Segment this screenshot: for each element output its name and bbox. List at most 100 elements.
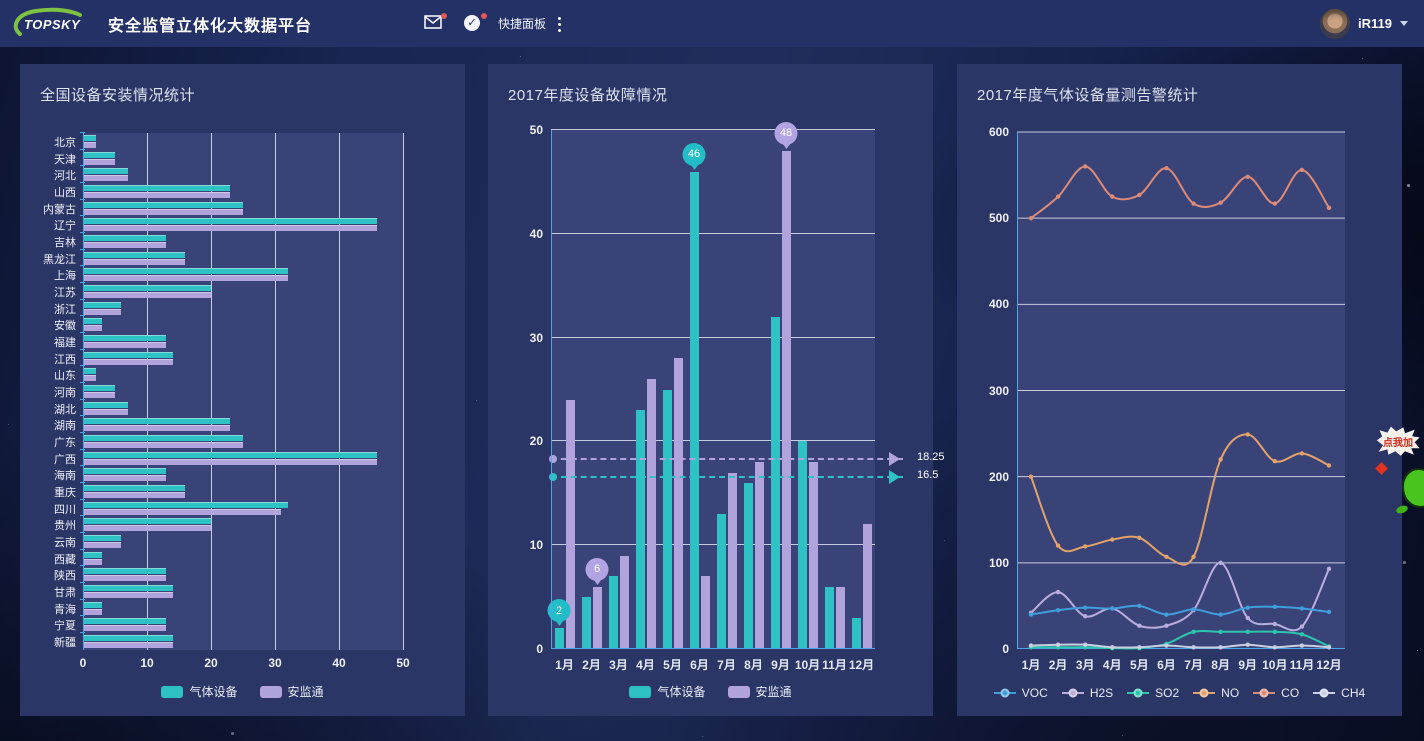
chart-title-install: 全国设备安装情况统计 xyxy=(40,87,196,104)
legend-item-气体设备[interactable]: 气体设备 xyxy=(161,683,238,700)
month-label: 3月 xyxy=(609,658,628,672)
month-label: 9月 xyxy=(771,658,790,672)
user-menu[interactable]: iR119 xyxy=(1320,8,1408,39)
page-title: 安全监管立体化大数据平台 xyxy=(108,17,313,35)
month-label: 7月 xyxy=(1184,658,1203,672)
average-line-label: 18.25 xyxy=(917,450,945,463)
province-row: 四川 xyxy=(54,498,403,517)
y-tick-label: 300 xyxy=(988,383,1009,398)
legend-item-安监通[interactable]: 安监通 xyxy=(259,683,324,700)
legend-item-CH4[interactable]: CH4 xyxy=(1313,686,1365,700)
legend-item-气体设备[interactable]: 气体设备 xyxy=(629,683,706,700)
bar-安监通 xyxy=(83,275,288,282)
kebab-menu-icon[interactable] xyxy=(558,17,562,20)
line-CO xyxy=(1030,165,1330,219)
topsky-logo[interactable]: TOPSKY xyxy=(10,7,88,41)
bar-安监通 xyxy=(83,175,128,182)
legend-item-NO[interactable]: NO xyxy=(1193,686,1239,700)
task-check-icon[interactable]: ✓ xyxy=(464,12,488,33)
month-group xyxy=(740,130,767,649)
bar-气体设备 xyxy=(83,218,378,225)
bar-安监通 xyxy=(83,642,173,649)
promo-mascot[interactable]: 点我加 xyxy=(1374,424,1424,515)
bar-气体设备 xyxy=(83,618,167,625)
province-row: 陕西 xyxy=(54,565,403,583)
chart-title-alarm: 2017年度气体设备量测告警统计 xyxy=(977,87,1199,104)
legend-item-SO2[interactable]: SO2 xyxy=(1127,686,1179,700)
bar-气体设备 xyxy=(83,335,167,342)
legend-item-H2S[interactable]: H2S xyxy=(1061,686,1114,700)
gridline xyxy=(275,133,276,650)
bar-气体设备 xyxy=(851,617,861,649)
province-row: 上海 xyxy=(54,265,403,283)
province-row: 安徽 xyxy=(54,315,403,333)
bar-安监通 xyxy=(83,208,243,215)
bar-安监通 xyxy=(835,586,845,649)
gridline xyxy=(551,336,875,338)
line-H2S xyxy=(1030,561,1330,632)
legend-item-CO[interactable]: CO xyxy=(1253,686,1299,700)
month-group xyxy=(605,130,632,649)
mascot-character[interactable] xyxy=(1402,468,1424,508)
province-label: 山西 xyxy=(54,187,76,200)
legend-swatch xyxy=(629,685,652,698)
bar-气体设备 xyxy=(83,318,103,325)
province-label: 湖南 xyxy=(54,420,76,433)
y-tick-label: 0 xyxy=(1002,642,1009,656)
bar-groups: 2 6 46 48 xyxy=(547,121,875,649)
bar-气体设备 xyxy=(635,410,645,649)
alarm-lines-svg xyxy=(1017,131,1345,651)
legend-label: 安监通 xyxy=(287,685,324,699)
bar-安监通 xyxy=(83,292,211,299)
month-group xyxy=(659,130,686,649)
legend-label: H2S xyxy=(1089,686,1114,700)
bar-安监通 xyxy=(83,625,167,632)
legend-label: CO xyxy=(1281,686,1300,700)
month-label: 4月 xyxy=(1102,658,1122,672)
bar-安监通 xyxy=(83,242,167,249)
legend-line-marker xyxy=(1313,688,1336,698)
legend-line-marker xyxy=(1061,688,1084,698)
mail-notification-dot xyxy=(441,12,448,19)
bar-气体设备 xyxy=(83,168,128,175)
legend-item-VOC[interactable]: VOC xyxy=(993,686,1048,700)
bar-安监通 xyxy=(565,399,575,649)
quick-panel-button[interactable]: 快捷面板 xyxy=(498,17,547,31)
month-label: 5月 xyxy=(1130,658,1149,672)
legend-item-安监通[interactable]: 安监通 xyxy=(727,683,792,700)
promo-bubble[interactable]: 点我加 xyxy=(1376,426,1420,456)
province-row: 内蒙古 xyxy=(43,198,403,217)
bar-气体设备 xyxy=(83,501,288,508)
install-x-axis: 0 10 20 30 40 50 xyxy=(80,656,410,670)
chart-title-fault: 2017年度设备故障情况 xyxy=(508,87,668,104)
task-notification-dot xyxy=(481,12,488,19)
max-value-balloon: 48 xyxy=(774,121,798,145)
bar-气体设备 xyxy=(608,576,618,649)
bar-气体设备 xyxy=(83,251,186,258)
mail-icon[interactable] xyxy=(424,12,448,33)
province-label: 吉林 xyxy=(54,237,76,250)
bar-安监通 xyxy=(619,555,629,649)
logo-text: TOPSKY xyxy=(24,16,81,32)
province-label: 重庆 xyxy=(54,487,76,500)
bar-气体设备 xyxy=(83,235,167,242)
bar-气体设备 xyxy=(581,597,591,649)
y-tick-label: 50 xyxy=(529,123,543,137)
bar-气体设备 xyxy=(743,482,753,649)
province-row: 新疆 xyxy=(54,632,403,650)
user-avatar[interactable] xyxy=(1320,8,1351,39)
bar-气体设备 xyxy=(83,401,128,408)
bar-安监通 xyxy=(83,308,122,315)
bar-安监通 xyxy=(83,408,128,415)
fault-legend: 气体设备 安监通 xyxy=(488,683,933,700)
province-row: 黑龙江 xyxy=(43,248,403,267)
province-label: 广西 xyxy=(54,453,76,466)
panel-alarm-stats: 2017年度气体设备量测告警统计 0 100 200 300 400 500 600 1月 2… xyxy=(957,64,1402,716)
line-SO2 xyxy=(1030,629,1330,650)
average-line-气体设备: 16.5 xyxy=(549,469,938,484)
average-line-label: 16.5 xyxy=(917,468,939,481)
province-row: 辽宁 xyxy=(54,215,403,233)
y-tick-label: 100 xyxy=(988,555,1009,570)
fault-bar-plot: 0 10 20 30 40 50 1月 2月 3月 4月 5月 6月 7月 8月 9月 10月 11月 12月 … xyxy=(530,121,945,672)
